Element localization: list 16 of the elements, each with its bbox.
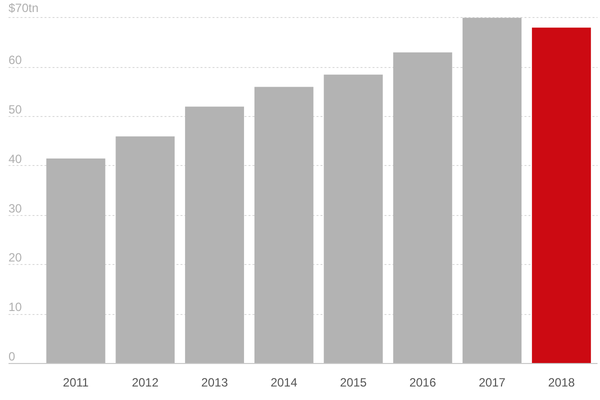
y-tick-label: 10	[8, 300, 22, 314]
y-tick-label: 60	[8, 53, 22, 68]
x-tick-label: 2015	[340, 376, 367, 390]
y-tick-label: 20	[8, 250, 22, 265]
x-tick-label: 2018	[548, 376, 576, 390]
x-tick-label: 2017	[478, 376, 506, 390]
x-tick-label: 2013	[201, 376, 228, 390]
x-tick-label: 2011	[62, 376, 90, 390]
x-tick-label: 2012	[132, 376, 159, 390]
x-tick-label: 2016	[409, 376, 436, 390]
y-tick-label: 0	[8, 350, 16, 364]
y-tick-label: 50	[8, 102, 22, 117]
y-tick-label: 40	[8, 152, 22, 166]
y-tick-label: 30	[8, 201, 22, 216]
y-tick-label: $70tn	[8, 0, 39, 15]
x-tick-label: 2014	[270, 376, 298, 390]
